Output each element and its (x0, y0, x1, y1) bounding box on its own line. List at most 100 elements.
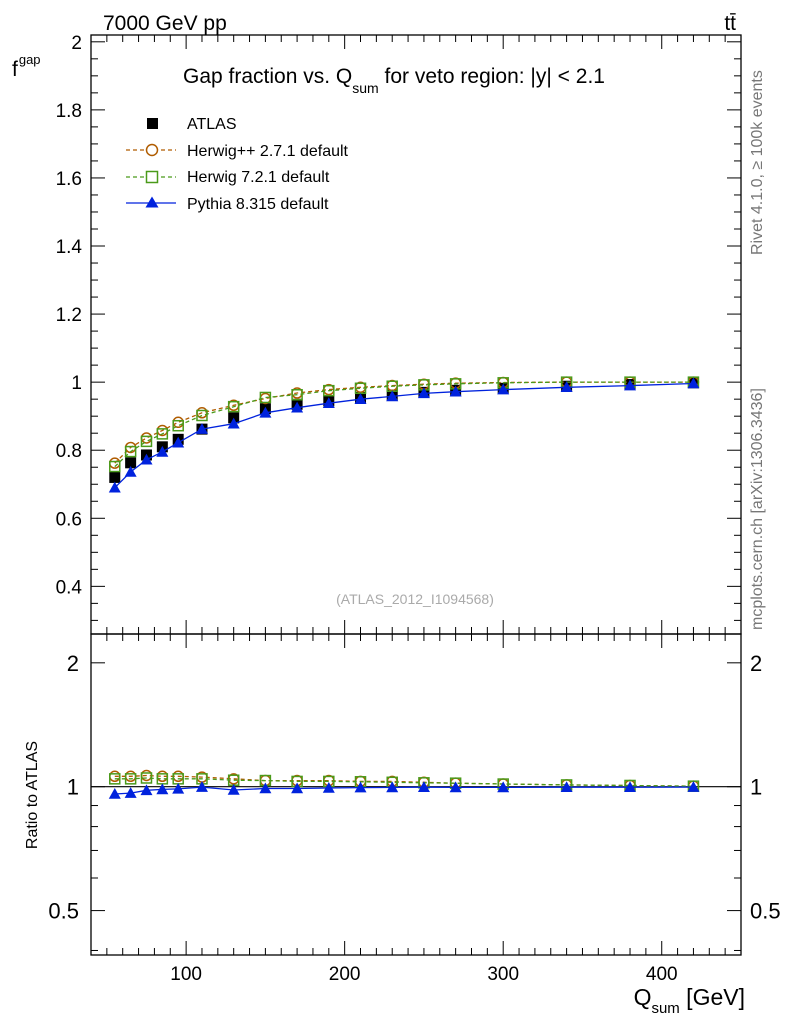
data-point-Pythia 8.315 default (108, 788, 121, 799)
data-point-Herwig 7.2.1 default (323, 384, 335, 397)
y-tick-label-ratio-right: 1 (750, 775, 762, 800)
data-point-Herwig++ 2.7.1 default (172, 416, 184, 429)
data-point-Pythia 8.315 default (140, 784, 153, 796)
data-point-Pythia 8.315 default (449, 781, 462, 793)
data-point-Pythia 8.315 default (497, 781, 510, 793)
data-point-Pythia 8.315 default (417, 781, 430, 793)
data-point-ATLAS (109, 471, 121, 483)
data-point-Pythia 8.315 default (449, 385, 462, 397)
y-tick-label-ratio-right: 2 (750, 651, 762, 676)
data-point-Herwig 7.2.1 default (156, 428, 169, 440)
data-point-Pythia 8.315 default (156, 783, 169, 795)
data-point-Herwig 7.2.1 default (140, 435, 153, 448)
legend-entry-herwig7: Herwig 7.2.1 default (126, 169, 330, 186)
data-point-Pythia 8.315 default (624, 781, 637, 793)
ratio-y-axis-label: Ratio to ATLAS (24, 741, 41, 849)
legend-entry-pythia: Pythia 8.315 default (126, 196, 329, 213)
data-point-Pythia 8.315 default (124, 465, 137, 477)
data-point-Herwig 7.2.1 default (259, 391, 272, 404)
mcplots-reference-label: mcplots.cern.ch [arXiv:1306.3436] (749, 388, 766, 630)
data-point-Pythia 8.315 default (417, 387, 430, 399)
data-series (91, 376, 741, 799)
data-point-Herwig 7.2.1 default (140, 772, 153, 784)
data-point-Pythia 8.315 default (291, 782, 304, 794)
data-point-Herwig 7.2.1 default (109, 460, 121, 473)
x-tick-label: 300 (487, 964, 519, 985)
legend-marker-pythia (145, 196, 159, 208)
data-point-Pythia 8.315 default (291, 401, 304, 413)
data-point-Herwig 7.2.1 default (124, 445, 137, 458)
legend-label-atlas: ATLAS (187, 116, 237, 133)
data-point-Pythia 8.315 default (140, 453, 153, 465)
data-point-Pythia 8.315 default (322, 397, 335, 409)
series-line-main (114, 382, 694, 489)
data-point-Pythia 8.315 default (624, 379, 637, 391)
data-point-Pythia 8.315 default (497, 383, 510, 395)
data-point-Pythia 8.315 default (687, 781, 700, 792)
data-point-Pythia 8.315 default (687, 377, 700, 389)
x-tick-label: 200 (329, 964, 361, 985)
main-y-axis-label: fgap (12, 52, 41, 81)
analysis-id-watermark: (ATLAS_2012_I1094568) (336, 591, 494, 607)
y-tick-label-main: 1.8 (56, 101, 82, 122)
series-line-main (114, 381, 694, 464)
legend-marker-herwigpp (145, 143, 159, 157)
data-point-Herwig 7.2.1 default (172, 419, 184, 432)
data-point-Pythia 8.315 default (195, 781, 208, 792)
process-label: tt̄ (724, 12, 736, 35)
y-tick-label-main: 0.4 (56, 577, 83, 598)
y-tick-label-main: 0.8 (56, 441, 82, 462)
data-point-ATLAS (125, 457, 137, 469)
data-point-Herwig 7.2.1 default (124, 773, 137, 785)
data-point-Pythia 8.315 default (560, 781, 573, 793)
data-point-Pythia 8.315 default (156, 445, 169, 457)
data-point-Pythia 8.315 default (560, 381, 573, 393)
series-line-main (114, 381, 694, 468)
legend-label-pythia: Pythia 8.315 default (187, 196, 329, 213)
legend-label-herwigpp: Herwig++ 2.7.1 default (187, 143, 349, 160)
x-tick-label: 400 (646, 964, 678, 985)
axis-ticks: 100 200 300 400 0.4 0.6 0.8 1 1.2 1.4 1.6 1.8 2 0.5 0.… (48, 33, 780, 985)
data-point-Pythia 8.315 default (108, 481, 121, 493)
data-point-Pythia 8.315 default (172, 782, 185, 794)
data-point-Pythia 8.315 default (172, 436, 185, 448)
data-point-Herwig 7.2.1 default (196, 409, 208, 422)
data-point-Pythia 8.315 default (195, 423, 208, 434)
y-tick-label-main: 0.6 (56, 509, 82, 530)
y-tick-label-ratio-left: 1 (67, 775, 79, 800)
legend-marker-herwig7 (145, 170, 159, 184)
data-point-Pythia 8.315 default (354, 393, 367, 404)
rivet-version-label: Rivet 4.1.0, ≥ 100k events (749, 70, 766, 255)
data-point-Herwig 7.2.1 default (291, 388, 303, 401)
data-point-Herwig 7.2.1 default (109, 773, 121, 785)
energy-label: 7000 GeV pp (103, 12, 227, 35)
y-tick-label-main: 1.4 (56, 237, 83, 258)
data-point-Pythia 8.315 default (227, 783, 240, 795)
plot-title: Gap fraction vs. Qsum for veto region: |… (183, 65, 605, 96)
ratio-plot-frame (90, 633, 742, 956)
y-tick-label-main: 1 (71, 373, 82, 394)
data-point-Pythia 8.315 default (386, 781, 399, 793)
data-point-Pythia 8.315 default (259, 406, 272, 418)
y-tick-label-ratio-left: 0.5 (48, 899, 79, 924)
legend-entry-herwigpp: Herwig++ 2.7.1 default (126, 143, 349, 160)
data-point-Herwig++ 2.7.1 default (140, 432, 153, 444)
data-point-Pythia 8.315 default (354, 781, 367, 793)
data-point-Pythia 8.315 default (322, 781, 335, 793)
data-point-Pythia 8.315 default (259, 782, 272, 794)
y-tick-label-ratio-right: 0.5 (750, 899, 781, 924)
y-tick-label-ratio-left: 2 (67, 651, 79, 676)
legend: ATLAS Herwig++ 2.7.1 default Herwig 7.2.… (126, 116, 349, 213)
series-line-ratio (114, 777, 694, 787)
y-tick-label-main: 2 (71, 33, 82, 54)
data-point-Pythia 8.315 default (227, 417, 240, 429)
y-tick-label-main: 1.2 (56, 305, 82, 326)
data-point-Herwig++ 2.7.1 default (109, 457, 121, 469)
legend-entry-atlas: ATLAS (147, 116, 237, 133)
data-point-Pythia 8.315 default (124, 787, 137, 798)
x-tick-label: 100 (170, 964, 202, 985)
data-point-Herwig 7.2.1 default (227, 400, 240, 413)
data-point-Pythia 8.315 default (386, 390, 399, 402)
legend-marker-atlas (147, 118, 158, 129)
